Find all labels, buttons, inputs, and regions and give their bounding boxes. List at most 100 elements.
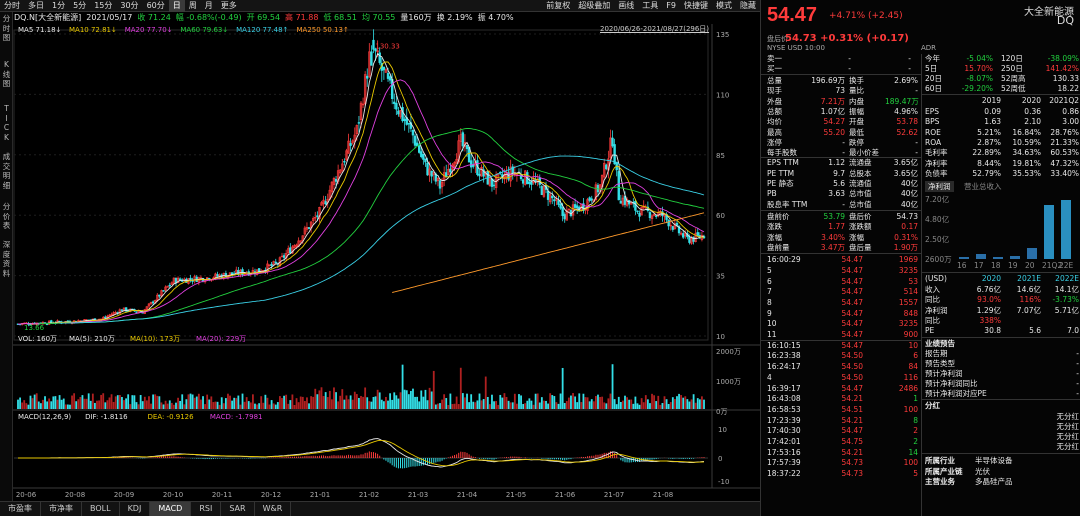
volume-bar xyxy=(688,401,691,409)
period-tab[interactable]: 1分 xyxy=(52,0,66,10)
period-tab[interactable]: 月 xyxy=(204,0,213,10)
period-tab[interactable]: 分时 xyxy=(4,0,20,10)
period-tab[interactable]: 30分 xyxy=(120,0,139,10)
revenue-bar[interactable] xyxy=(1061,200,1071,260)
indicator-tab[interactable]: W&R xyxy=(255,502,292,516)
tool-button[interactable]: 隐藏 xyxy=(740,0,756,10)
candle-body xyxy=(388,76,392,81)
tool-button[interactable]: 快捷键 xyxy=(684,0,708,10)
volume-bar xyxy=(578,393,581,409)
volume-bar xyxy=(66,404,69,409)
indicator-tab[interactable]: SAR xyxy=(221,502,255,516)
bar-tab[interactable]: 净利润 xyxy=(925,181,954,193)
volume-bar xyxy=(532,404,535,409)
volume-bar xyxy=(158,396,161,409)
vol-tick: 0万 xyxy=(716,408,727,416)
stat-value: 1.07亿 xyxy=(820,106,845,116)
candle-body xyxy=(104,316,107,319)
volume-bar xyxy=(609,393,612,409)
trade-price: 54.47 xyxy=(841,255,863,265)
tool-button[interactable]: 画线 xyxy=(618,0,635,10)
revenue-bar[interactable] xyxy=(1044,204,1054,260)
volume-bar xyxy=(673,399,676,409)
forecast-value: 5.6 xyxy=(1029,326,1041,336)
tool-button[interactable]: 前复权 xyxy=(546,0,571,10)
forecast-value: 116% xyxy=(1019,295,1041,305)
volume-bar xyxy=(439,403,441,409)
volume-bar xyxy=(56,399,59,409)
indicator-tab[interactable]: KDJ xyxy=(120,502,151,516)
candle-body xyxy=(361,103,365,106)
volume-bar xyxy=(667,403,670,409)
candle-body xyxy=(120,309,124,311)
macd-bars xyxy=(19,451,705,469)
volume-bar xyxy=(669,402,672,409)
revenue-bar[interactable] xyxy=(976,254,986,260)
period-tab[interactable]: 15分 xyxy=(94,0,113,10)
volume-bar xyxy=(555,402,558,409)
kline-chart[interactable]: MA5 71.18↓ MA10 72.81↓ MA20 77.70↓ MA60 79.… xyxy=(0,0,760,516)
indicator-tab[interactable]: BOLL xyxy=(82,502,120,516)
revenue-bar[interactable] xyxy=(959,256,969,260)
volume-bar xyxy=(245,397,248,409)
indicator-tab[interactable]: 市盈率 xyxy=(0,502,41,516)
tool-button[interactable]: 超级叠加 xyxy=(578,0,611,10)
view-nav-item[interactable]: 成 交 明 细 xyxy=(2,152,11,190)
revenue-bar[interactable] xyxy=(993,256,1003,260)
period-tab[interactable]: 60分 xyxy=(146,0,165,10)
stat-label: 跌停 xyxy=(849,137,864,147)
volume-bar xyxy=(297,402,300,409)
volume-bar xyxy=(576,402,579,409)
candle-body xyxy=(359,102,363,120)
candle-body xyxy=(426,162,429,176)
indicator-tab[interactable]: RSI xyxy=(191,502,222,516)
volume-bar xyxy=(447,404,450,409)
candle-body xyxy=(436,177,440,182)
volume-bar xyxy=(156,395,159,409)
candle-body xyxy=(571,204,575,216)
date-range-label[interactable]: 2020/06/26-2021/08/27(296日) xyxy=(600,25,710,33)
candle-body xyxy=(370,51,373,66)
tool-button[interactable]: F9 xyxy=(666,0,676,10)
x-tick: 20-11 xyxy=(212,491,232,499)
volume-bar xyxy=(486,396,489,409)
volume-bar xyxy=(630,399,633,409)
stat-label: 每手股数 xyxy=(767,148,797,158)
candle-body xyxy=(563,214,566,220)
stat-value: 54.27 xyxy=(823,117,845,127)
period-tab[interactable]: 更多 xyxy=(220,0,237,10)
volume-bar xyxy=(536,393,539,409)
volume-bar xyxy=(197,393,200,409)
volume-bar xyxy=(380,399,383,409)
view-nav-item[interactable]: 分 价 表 xyxy=(2,202,11,230)
period-tab[interactable]: 周 xyxy=(188,0,197,10)
book-price: - xyxy=(848,64,851,73)
revenue-bar[interactable] xyxy=(1010,256,1020,260)
forecast-value: 7.07亿 xyxy=(1016,305,1041,315)
period-tab[interactable]: 多日 xyxy=(28,0,44,10)
indicator-tab[interactable]: 市净率 xyxy=(41,502,82,516)
revenue-bar[interactable] xyxy=(1027,248,1037,260)
period-tab[interactable]: 日 xyxy=(168,0,185,12)
view-nav-item[interactable]: 深 度 资 料 xyxy=(2,240,11,278)
volume-bar xyxy=(459,367,462,409)
volume-bar xyxy=(511,402,514,409)
stat-value: 1.12 xyxy=(828,158,845,168)
candle-body xyxy=(440,181,444,187)
volume-bar xyxy=(615,404,618,409)
dea-line xyxy=(18,439,705,467)
bar-tab[interactable]: 营业总收入 xyxy=(964,182,1002,192)
period-tab[interactable]: 5分 xyxy=(73,0,87,10)
volume-bar xyxy=(437,403,439,409)
volume-bar xyxy=(341,389,344,409)
view-nav-item[interactable]: K 线 图 xyxy=(2,60,11,88)
candle-body xyxy=(50,320,53,323)
volume-bar xyxy=(179,400,182,409)
info-field: 收 71.24 xyxy=(137,13,171,22)
view-nav-item[interactable]: T I C K xyxy=(3,104,10,142)
view-nav-item[interactable]: 分 时 图 xyxy=(2,14,11,42)
tool-button[interactable]: 模式 xyxy=(716,0,732,10)
tool-button[interactable]: 工具 xyxy=(642,0,659,10)
indicator-tab[interactable]: MACD xyxy=(150,502,192,516)
candle-body xyxy=(124,307,128,312)
